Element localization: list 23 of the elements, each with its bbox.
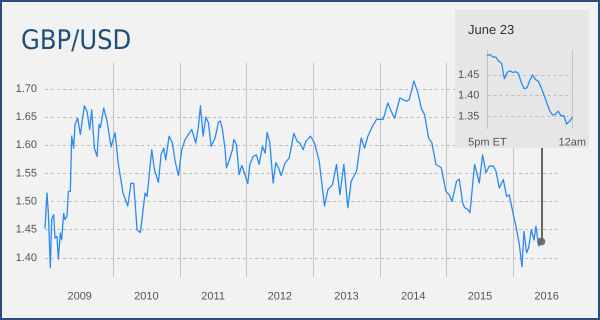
chart-title: GBP/USD [21, 25, 132, 56]
x-tick-label: 2009 [67, 290, 92, 302]
y-tick-label: 1.70 [16, 82, 37, 95]
y-tick-label: 1.35 [458, 110, 480, 123]
x-tick-label: 2012 [268, 290, 292, 302]
y-tick-label: 1.45 [16, 224, 37, 236]
x-tick-label: 2014 [400, 290, 426, 302]
y-tick-label: 1.65 [16, 111, 37, 124]
y-tick-label: 1.40 [16, 252, 37, 264]
y-tick-label: 1.50 [16, 196, 37, 208]
x-tick-label: 2015 [468, 290, 492, 302]
chart-title: June 23 [468, 22, 514, 37]
line-series [486, 54, 573, 125]
x-tick-label: 2010 [134, 290, 159, 302]
x-tick-label: 2016 [534, 290, 559, 302]
x-tick-label: 2011 [201, 290, 225, 302]
y-tick-label: 1.60 [16, 139, 37, 152]
x-tick-label: 5pm ET [468, 136, 507, 148]
x-tick-label: 2013 [334, 290, 359, 302]
y-tick-label: 1.55 [16, 167, 37, 180]
x-tick-label: 12am [558, 136, 586, 148]
y-tick-label: 1.40 [458, 90, 480, 102]
y-tick-label: 1.45 [458, 68, 480, 81]
